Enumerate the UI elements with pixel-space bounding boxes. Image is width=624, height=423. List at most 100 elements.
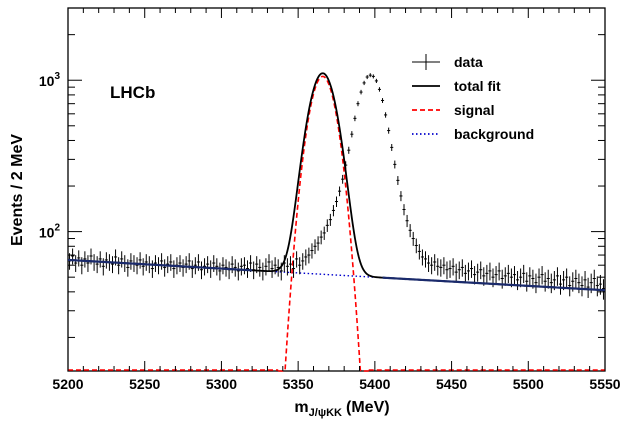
plot-frame xyxy=(67,7,606,372)
legend-label: data xyxy=(454,54,483,70)
data-point xyxy=(313,239,317,255)
data-point xyxy=(546,269,550,289)
x-axis-ticks xyxy=(67,8,606,371)
data-point xyxy=(473,266,477,285)
data-point xyxy=(399,191,403,202)
x-axis-tick-labels: 5200 5250 5300 5350 5400 5450 5500 5550 xyxy=(52,376,620,392)
data-point xyxy=(516,270,520,291)
data-point xyxy=(537,268,541,288)
signal-curve-layer xyxy=(68,75,605,372)
data-point xyxy=(374,78,378,84)
data-point xyxy=(338,186,342,197)
data-point xyxy=(347,146,351,154)
data-point xyxy=(215,258,219,276)
data-point xyxy=(193,257,197,275)
data-point xyxy=(580,276,584,297)
data-point xyxy=(258,259,262,277)
data-point xyxy=(292,260,296,278)
legend-label: background xyxy=(454,126,534,142)
data-point xyxy=(549,273,553,294)
data-point xyxy=(371,74,375,79)
data-point xyxy=(184,256,188,274)
data-point xyxy=(304,249,308,266)
data-point xyxy=(433,254,437,271)
data-point xyxy=(270,260,274,278)
data-point xyxy=(325,219,329,232)
data-point xyxy=(365,75,369,80)
data-point xyxy=(592,269,596,289)
data-point xyxy=(276,259,280,277)
data-point xyxy=(414,238,418,254)
data-point xyxy=(236,262,240,281)
legend-item: total fit xyxy=(412,78,501,94)
data-point xyxy=(512,266,517,285)
x-axis-title-subscript: J/ψKK xyxy=(309,407,342,419)
data-point xyxy=(144,254,148,271)
total-fit-curve-layer xyxy=(67,72,606,292)
data-point xyxy=(494,266,498,285)
data-point xyxy=(319,230,323,245)
data-points-layer xyxy=(68,73,605,300)
data-point xyxy=(126,259,130,277)
data-point xyxy=(218,262,222,281)
y-tick-label-base: 10 xyxy=(39,225,55,241)
x-tick-label: 5350 xyxy=(283,376,314,392)
data-point xyxy=(485,264,489,284)
y-axis-ticks xyxy=(68,7,605,338)
data-point xyxy=(528,267,532,286)
data-point xyxy=(169,254,173,271)
data-point xyxy=(387,127,391,134)
y-tick-label-exponent: 3 xyxy=(54,71,60,82)
data-point xyxy=(500,269,504,289)
total-fit-sideband-right xyxy=(382,276,606,292)
x-tick-label: 5500 xyxy=(513,376,544,392)
data-point xyxy=(463,264,467,284)
data-point xyxy=(479,261,483,280)
data-point xyxy=(298,257,302,275)
data-point xyxy=(95,256,99,274)
data-point xyxy=(488,262,492,281)
data-point xyxy=(98,251,102,268)
data-point xyxy=(334,196,339,207)
data-point xyxy=(264,258,268,276)
data-point xyxy=(540,266,544,285)
data-point xyxy=(239,258,243,276)
data-point xyxy=(353,115,357,122)
data-point xyxy=(301,253,305,270)
data-point xyxy=(448,260,452,278)
data-point xyxy=(307,247,311,264)
data-point xyxy=(181,259,185,277)
data-point xyxy=(439,259,443,277)
data-point xyxy=(558,274,563,295)
x-tick-label: 5550 xyxy=(589,376,620,392)
data-point xyxy=(227,261,231,280)
data-point xyxy=(71,248,75,265)
data-point xyxy=(135,257,139,275)
data-point xyxy=(423,251,428,268)
data-point xyxy=(574,269,578,289)
data-point xyxy=(110,256,115,274)
data-point xyxy=(295,251,299,268)
data-point xyxy=(178,255,182,272)
data-point xyxy=(586,277,590,298)
data-point xyxy=(393,160,397,169)
data-point xyxy=(331,205,335,217)
data-point xyxy=(390,144,394,151)
data-point xyxy=(129,253,133,270)
data-point xyxy=(190,260,194,278)
data-point xyxy=(408,224,412,238)
legend-label: signal xyxy=(454,102,494,118)
data-point xyxy=(141,258,145,276)
x-axis-title-main: m xyxy=(294,399,308,416)
data-point xyxy=(405,214,409,228)
data-point xyxy=(503,267,507,286)
data-point xyxy=(341,174,345,184)
data-point xyxy=(267,254,271,271)
data-point xyxy=(362,80,366,86)
data-point xyxy=(328,213,332,226)
x-tick-label: 5200 xyxy=(52,376,83,392)
x-axis-title-unit: (MeV) xyxy=(346,399,390,416)
y-tick-label-exponent: 2 xyxy=(54,223,60,234)
data-point xyxy=(565,268,569,288)
